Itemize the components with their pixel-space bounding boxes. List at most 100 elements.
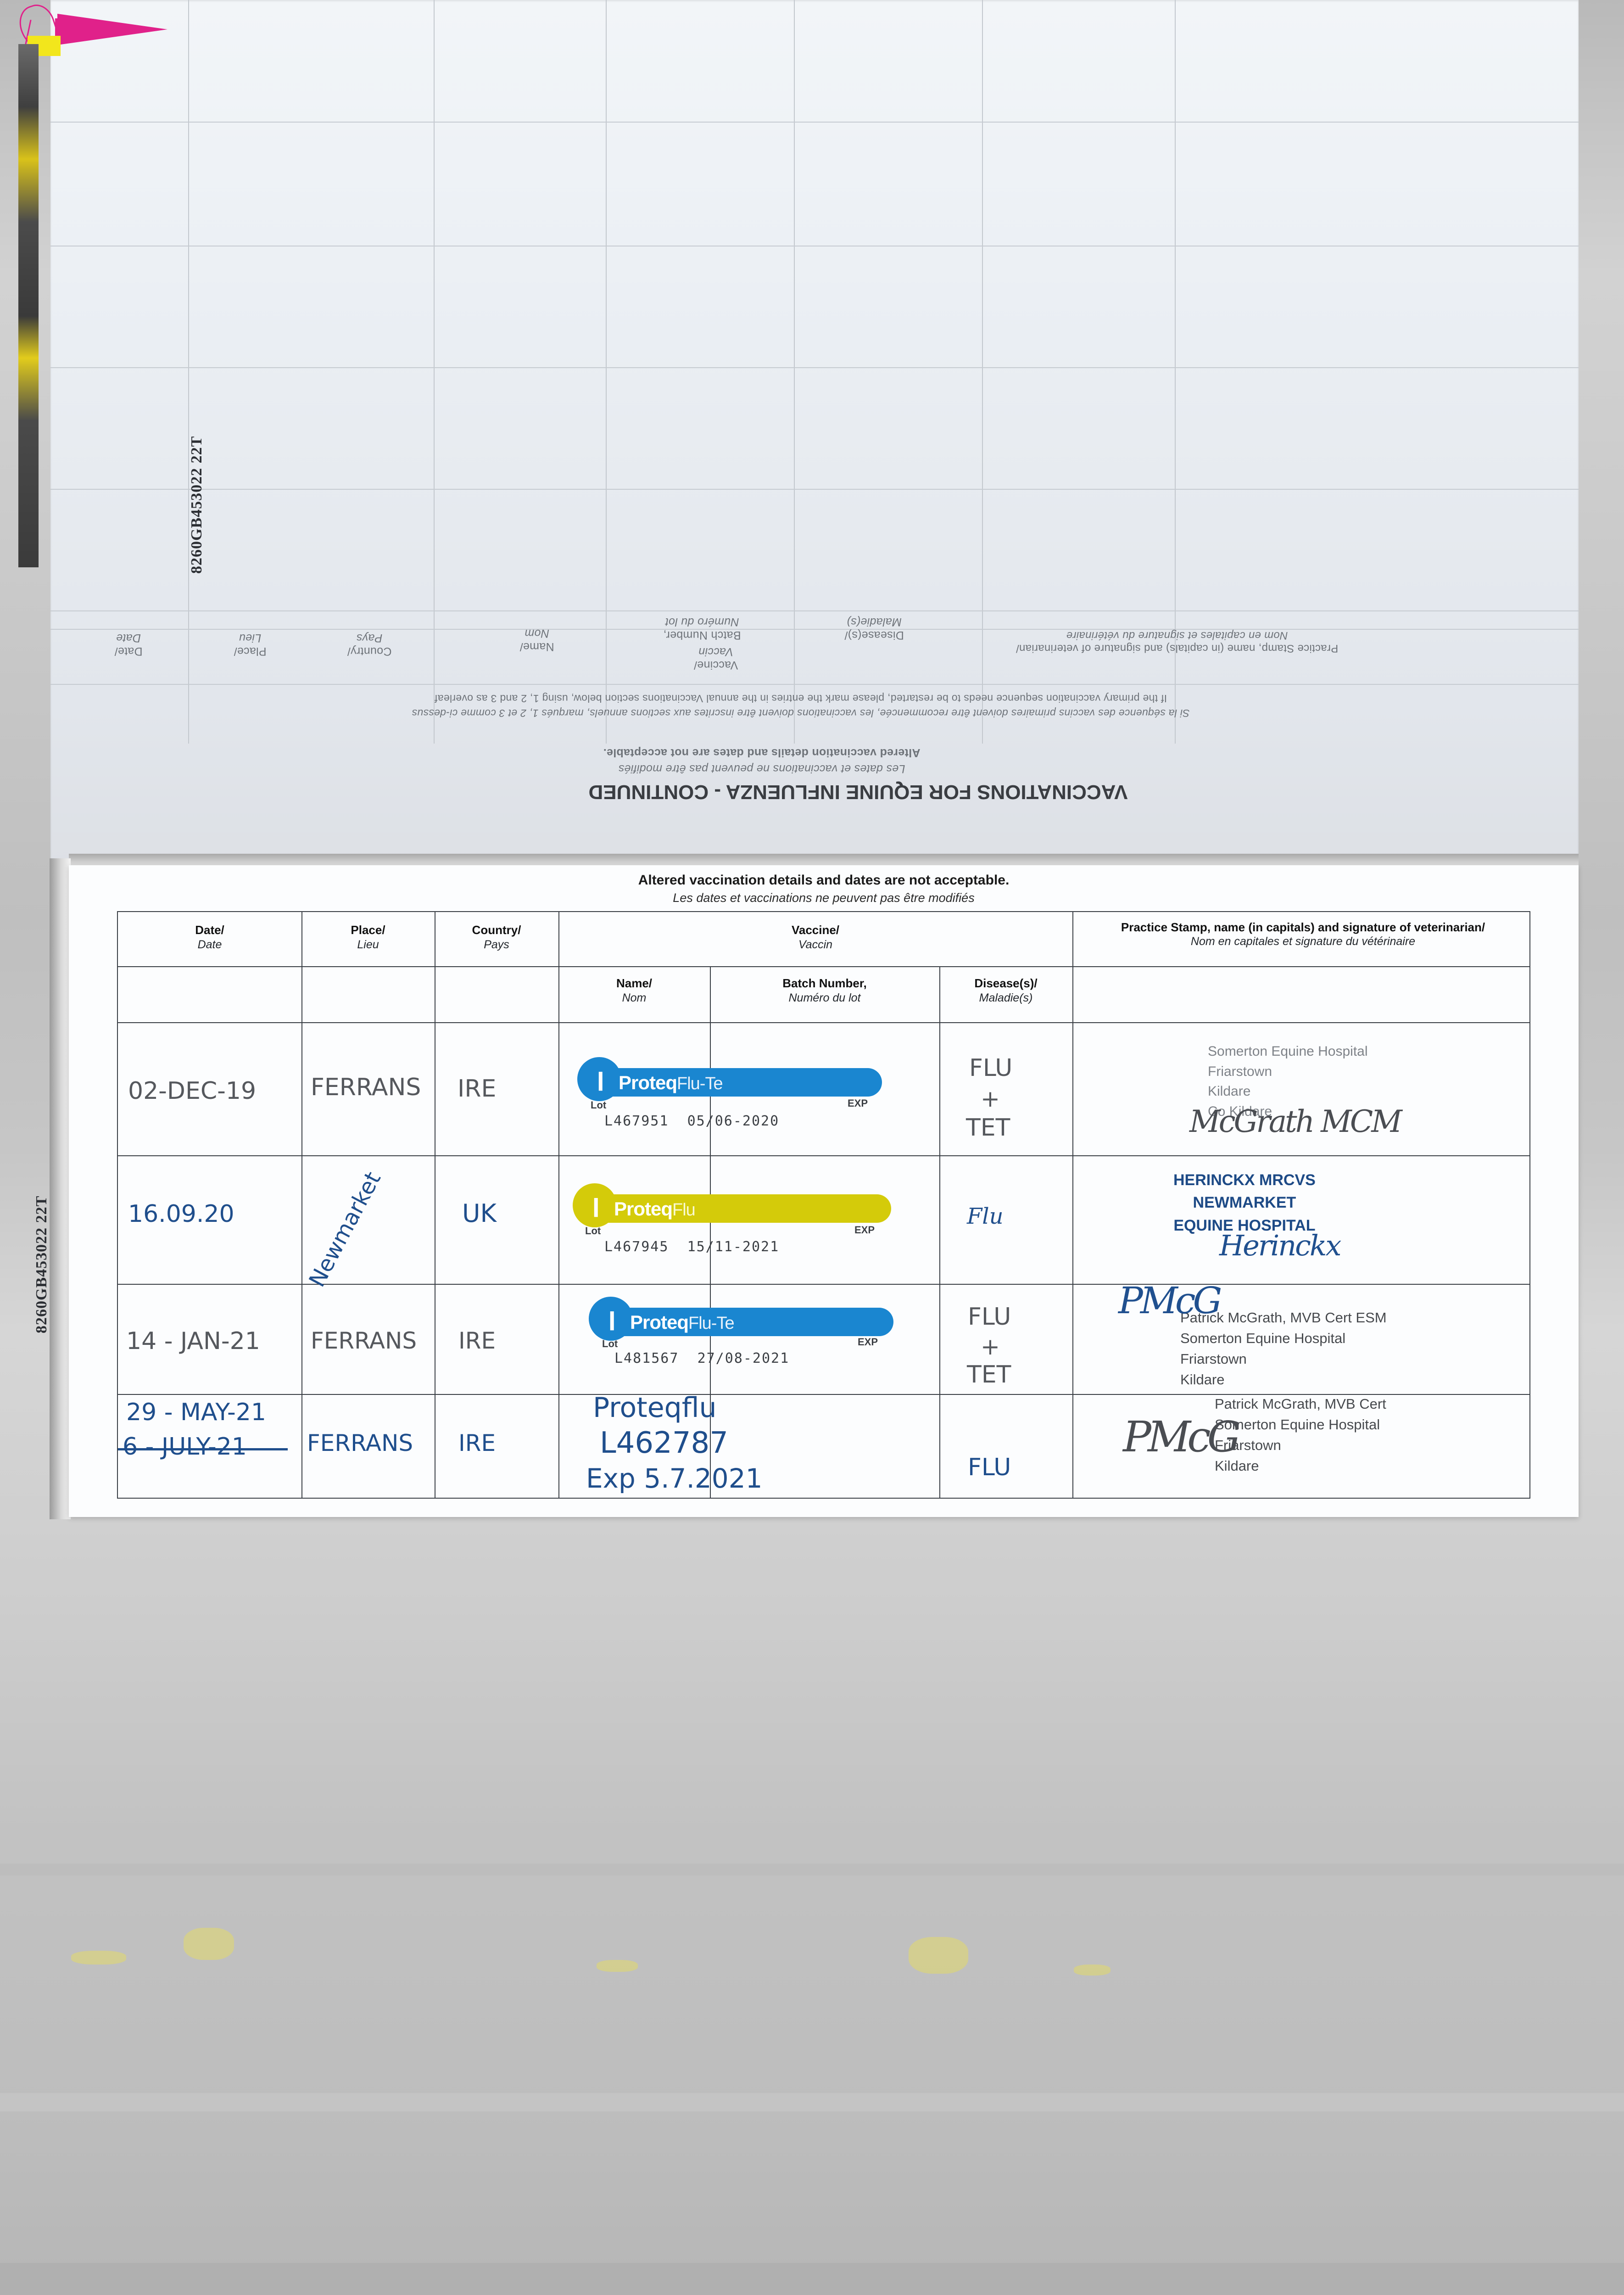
- marker-smudge: [909, 1937, 968, 1974]
- stamp-line: Friarstown: [1180, 1350, 1247, 1367]
- mirrored-header-disease: Disease(s)/ Maladie(s): [844, 616, 904, 642]
- vet-stamp: Patrick McGrath, MVB Cert Somerton Equin…: [1215, 1394, 1386, 1477]
- row-country: UK: [462, 1199, 497, 1228]
- mirrored-restart-note-en: If the primary vaccination sequence need…: [434, 693, 1167, 705]
- mirrored-header-place: Place/ Lieu: [234, 632, 267, 658]
- col-header-date: Date/ Date: [195, 923, 224, 951]
- droplet-icon: ❙: [588, 1196, 604, 1216]
- sticker-brand: ProteqFlu-Te: [630, 1311, 735, 1333]
- mirrored-section-title: VACCINATIONS FOR EQUINE INFLUENZA - CONT…: [588, 781, 1128, 803]
- batch-number: L481567 27/08-2021: [614, 1350, 790, 1366]
- vet-stamp: HERINCKX MRCVS NEWMARKET EQUINE HOSPITAL: [1173, 1169, 1316, 1237]
- vaccine-name-handwritten: Proteqflu: [593, 1392, 717, 1424]
- col-header-name: Name/ Nom: [616, 976, 653, 1004]
- vet-stamp: Somerton Equine Hospital Friarstown Kild…: [1208, 1041, 1368, 1121]
- stamp-line: Somerton Equine Hospital: [1215, 1416, 1380, 1433]
- stamp-line: Somerton Equine Hospital: [1180, 1330, 1346, 1346]
- stamp-line: Patrick McGrath, MVB Cert ESM: [1180, 1310, 1387, 1326]
- stamp-line: Kildare: [1180, 1371, 1225, 1388]
- mirrored-notice-en: Altered vaccination details and dates ar…: [603, 746, 921, 759]
- notice-altered-en: Altered vaccination details and dates ar…: [638, 873, 1010, 888]
- disease-line-1: Flu: [967, 1203, 1004, 1229]
- disease-line-1: FLU: [968, 1454, 1011, 1481]
- marker-smudge: [71, 1951, 126, 1965]
- disease-plus: +: [981, 1333, 1000, 1360]
- sticker-knob: [589, 1297, 633, 1341]
- mirrored-notice-fr: Les dates et vaccinations ne peuvent pas…: [618, 762, 905, 775]
- vaccine-sticker: ❙ ProteqFlu-Te: [577, 1057, 882, 1101]
- disease-line-1: FLU: [969, 1054, 1013, 1082]
- stamp-line: Friarstown: [1208, 1064, 1272, 1079]
- col-header-place: Place/ Lieu: [351, 923, 385, 951]
- disease-line-3: TET: [967, 1361, 1011, 1388]
- vet-signature: PMcG: [1118, 1279, 1222, 1322]
- batch-number: L467951 05/06-2020: [604, 1113, 780, 1129]
- stamp-line: Friarstown: [1215, 1437, 1281, 1453]
- vet-signature: Herinckx: [1219, 1229, 1341, 1262]
- mirrored-header-name: Name/ Nom: [519, 627, 554, 653]
- exp-label: EXP: [858, 1336, 878, 1348]
- vaccine-sticker: ❙ ProteqFlu: [573, 1183, 891, 1227]
- droplet-icon: ❙: [593, 1070, 608, 1090]
- col-header-country: Country/ Pays: [472, 923, 521, 951]
- lot-label: Lot: [591, 1099, 607, 1111]
- row-country: IRE: [458, 1430, 496, 1456]
- pink-marker-arrow: [57, 14, 167, 45]
- exp-label: EXP: [848, 1097, 868, 1109]
- stamp-line: Co Kildare: [1208, 1103, 1272, 1119]
- mirrored-header-batch: Batch Number, Numéro du lot: [663, 616, 741, 642]
- marker-smudge: [597, 1960, 638, 1972]
- row-place: FERRANS: [307, 1430, 413, 1456]
- vet-signature: McGrath MCM: [1189, 1104, 1402, 1139]
- droplet-icon: ❙: [604, 1310, 620, 1330]
- lot-label: Lot: [602, 1338, 618, 1349]
- stamp-line: Somerton Equine Hospital: [1208, 1044, 1368, 1059]
- marker-smudge: [1074, 1965, 1111, 1976]
- vet-stamp: Patrick McGrath, MVB Cert ESM Somerton E…: [1180, 1308, 1387, 1390]
- row-date: 14 - JAN-21: [126, 1327, 260, 1355]
- lot-label: Lot: [585, 1225, 601, 1237]
- batch-number-handwritten: L462787: [600, 1426, 728, 1460]
- col-header-disease: Disease(s)/ Maladie(s): [974, 976, 1038, 1004]
- scan-band: [0, 2093, 1624, 2111]
- sticker-brand: ProteqFlu: [614, 1198, 696, 1220]
- row-country: IRE: [458, 1075, 497, 1103]
- stamp-line: Kildare: [1215, 1457, 1259, 1474]
- mirrored-restart-note-fr: Si la séquence des vaccins primaires doi…: [412, 707, 1190, 719]
- disease-line-1: FLU: [968, 1303, 1011, 1331]
- notice-altered-fr: Les dates et vaccinations ne peuvent pas…: [673, 891, 975, 905]
- stamp-line: NEWMARKET: [1193, 1194, 1296, 1212]
- stamp-line: Patrick McGrath, MVB Cert: [1215, 1396, 1386, 1412]
- page-left-edge: [50, 858, 71, 1519]
- batch-number: L467945 15/11-2021: [604, 1239, 780, 1255]
- stamp-line: EQUINE HOSPITAL: [1173, 1216, 1316, 1234]
- sticker-knob: [577, 1057, 621, 1101]
- mirrored-header-date: Date/ Date: [114, 632, 143, 658]
- binder-spine: [18, 44, 39, 567]
- vet-signature: PMcG: [1123, 1412, 1241, 1461]
- vaccination-record-page: Altered vaccination details and dates ar…: [33, 865, 1579, 1517]
- sticker-brand: ProteqFlu-Te: [619, 1072, 723, 1093]
- col-header-batch: Batch Number, Numéro du lot: [782, 976, 867, 1004]
- row-country: IRE: [458, 1327, 496, 1354]
- row-date: 16.09.20: [128, 1200, 234, 1228]
- col-header-vet: Practice Stamp, name (in capitals) and s…: [1121, 920, 1485, 948]
- row-place: FERRANS: [311, 1327, 417, 1354]
- stamp-line: Kildare: [1208, 1084, 1251, 1099]
- passport-number-bottom: 8260GB453022 22T: [33, 1195, 50, 1333]
- row-date: 02-DEC-19: [128, 1077, 257, 1105]
- strikethrough-line: [118, 1448, 288, 1450]
- vaccination-table: Date/ Date Place/ Lieu Country/ Pays Vac…: [117, 911, 1530, 1499]
- stamp-line: HERINCKX MRCVS: [1173, 1171, 1316, 1189]
- marker-smudge: [184, 1928, 234, 1960]
- row-place: Newmarket: [304, 1167, 386, 1291]
- scan-band: [0, 1864, 1624, 1875]
- col-header-vaccine: Vaccine/ Vaccin: [791, 923, 840, 951]
- expiry-handwritten: Exp 5.7.2021: [586, 1463, 763, 1494]
- upper-page-showthrough: Date/ Date Place/ Lieu Country/ Pays Nam…: [50, 0, 1579, 900]
- row-place: FERRANS: [311, 1074, 421, 1101]
- mirrored-header-country: Country/ Pays: [347, 632, 392, 658]
- disease-line-3: TET: [966, 1114, 1010, 1142]
- scan-band: [0, 2263, 1624, 2295]
